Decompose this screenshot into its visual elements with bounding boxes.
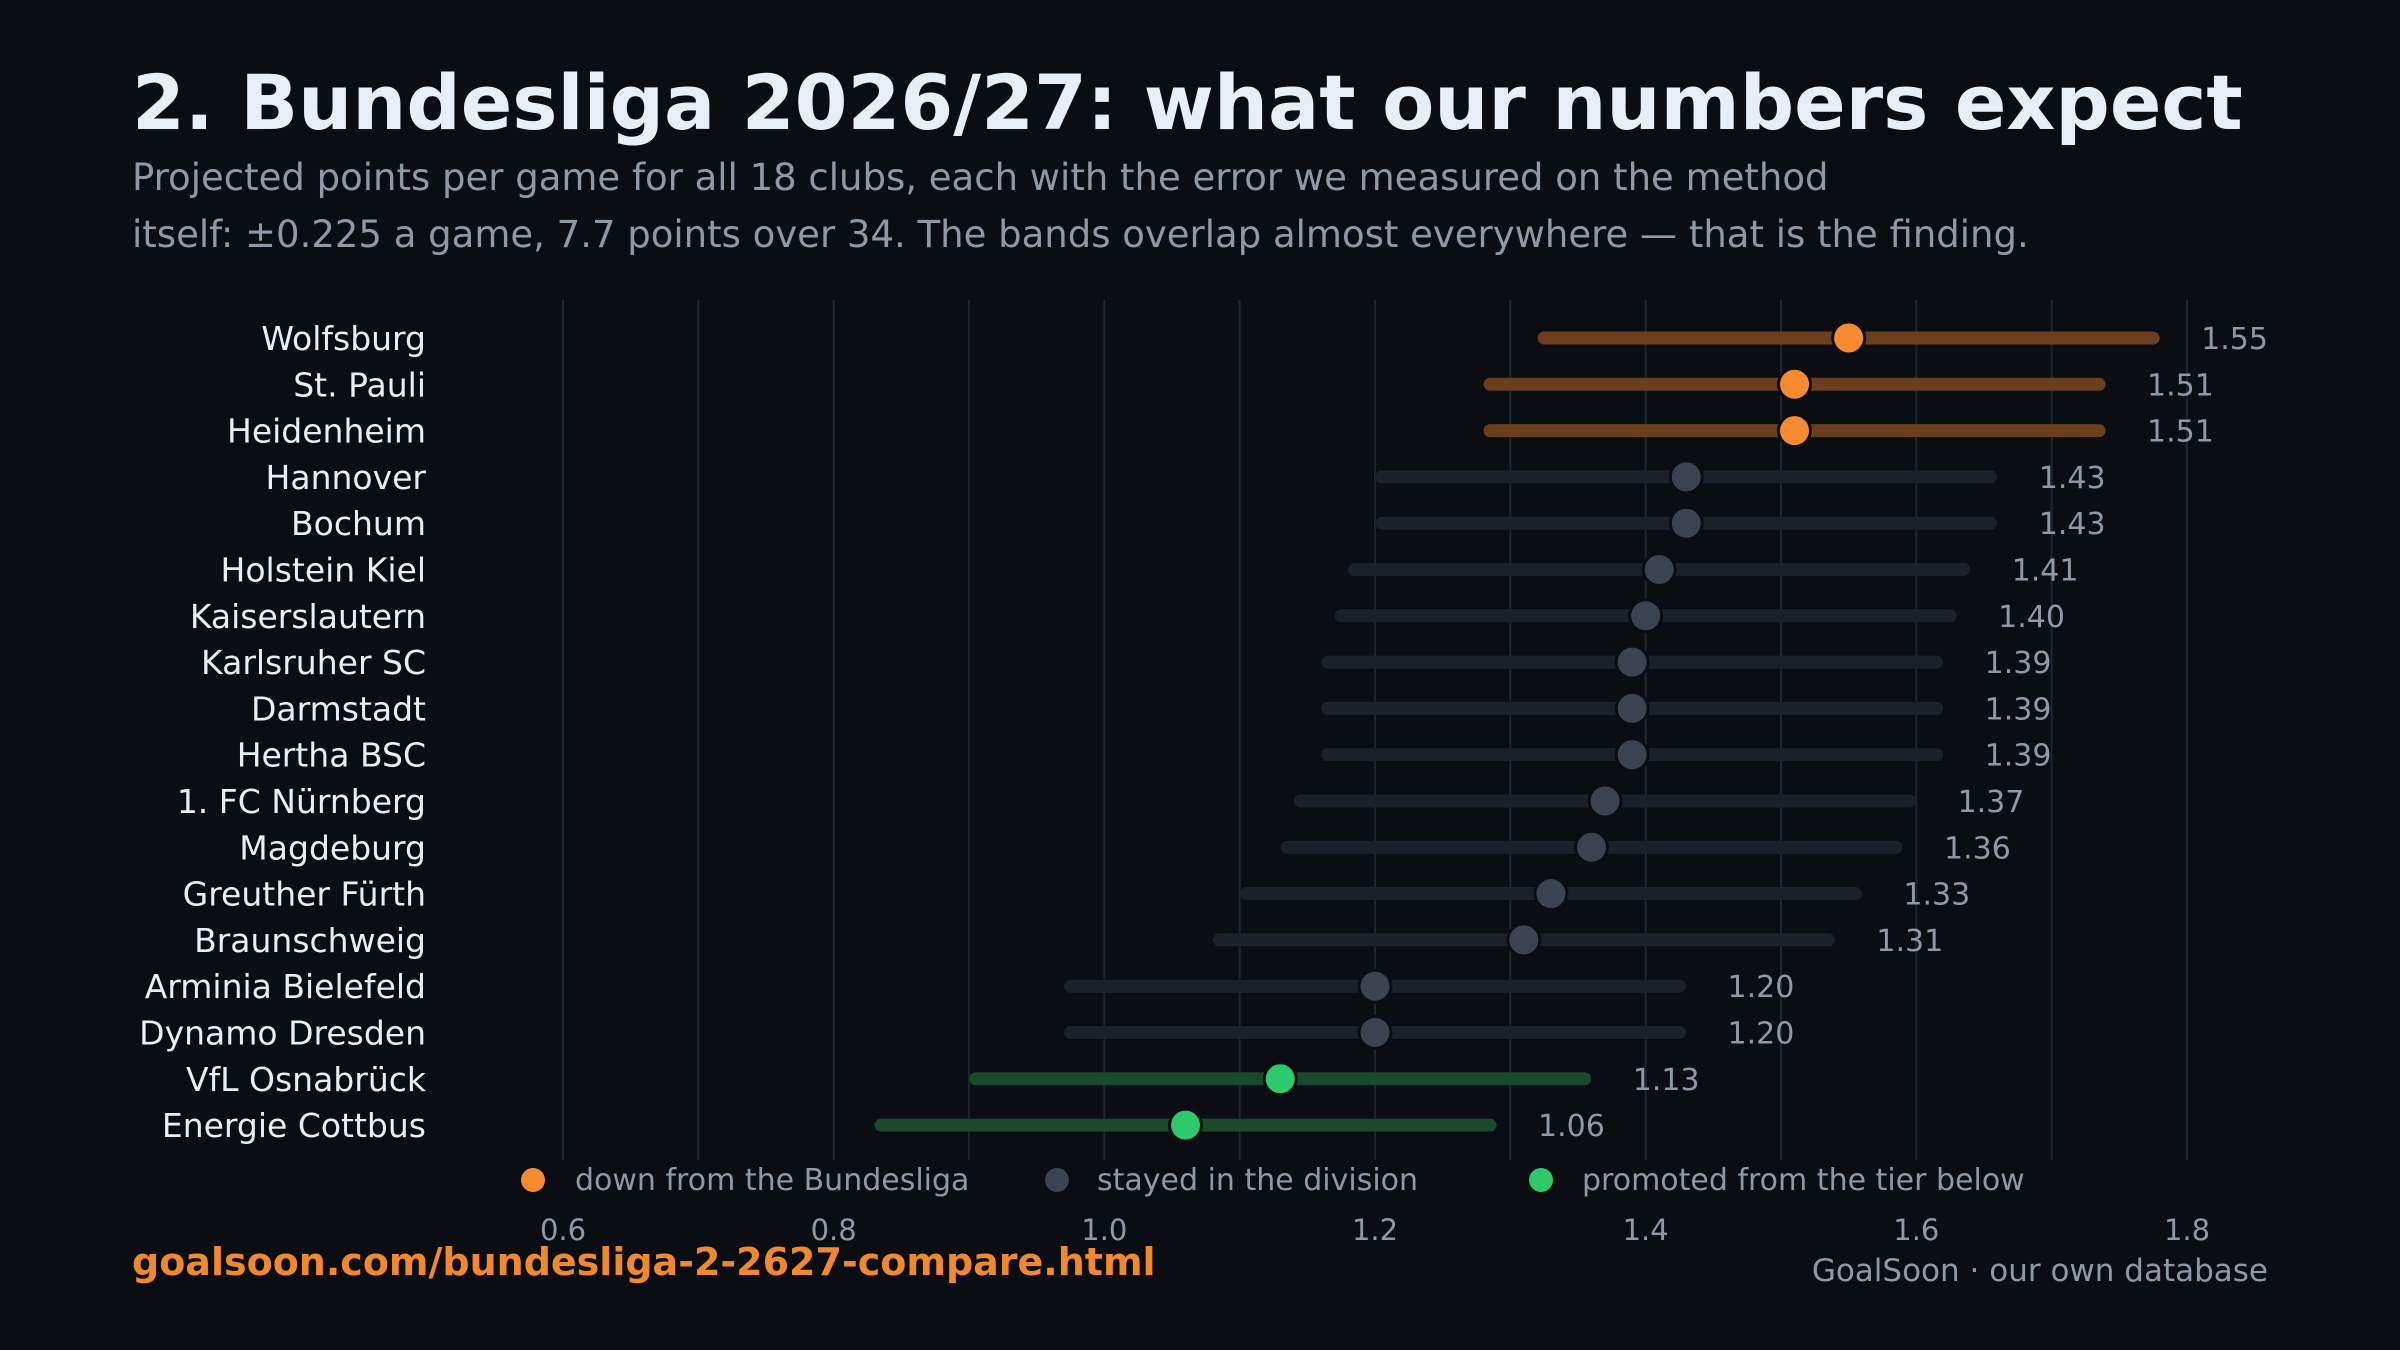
value-label: 1.51 bbox=[2147, 368, 2214, 403]
error-bands bbox=[874, 331, 2160, 1132]
legend-marker bbox=[1045, 1168, 1069, 1192]
club-name-label: Hannover bbox=[266, 458, 427, 497]
x-tick-label: 1.2 bbox=[1352, 1213, 1398, 1247]
projection-dot bbox=[1533, 876, 1569, 912]
x-tick-label: 1.8 bbox=[2164, 1213, 2210, 1247]
club-name-label: Wolfsburg bbox=[261, 319, 426, 358]
x-tick-label: 0.8 bbox=[811, 1213, 857, 1247]
legend-label: down from the Bundesliga bbox=[575, 1163, 969, 1198]
club-name-label: Darmstadt bbox=[251, 689, 426, 728]
projection-dot bbox=[1262, 1061, 1298, 1097]
projection-dots bbox=[1168, 320, 1867, 1143]
projection-dot bbox=[1777, 366, 1813, 402]
page-title: 2. Bundesliga 2026/27: what our numbers … bbox=[132, 58, 2243, 147]
legend-marker bbox=[521, 1168, 545, 1192]
projection-dot bbox=[1614, 690, 1650, 726]
club-name-label: Dynamo Dresden bbox=[139, 1014, 426, 1053]
club-name-label: 1. FC Nürnberg bbox=[177, 782, 426, 821]
legend-marker bbox=[1529, 1168, 1553, 1192]
value-labels: 1.55 1.51 1.51 1.43 1.43 1.41 1.40 1.39 1.39 1.39… bbox=[1538, 322, 2268, 1144]
legend-label: promoted from the tier below bbox=[1582, 1163, 2025, 1198]
club-name-label: St. Pauli bbox=[293, 365, 426, 404]
value-label: 1.06 bbox=[1538, 1109, 1605, 1144]
gridlines bbox=[562, 300, 2188, 1160]
projection-dot bbox=[1614, 644, 1650, 680]
value-label: 1.20 bbox=[1728, 970, 1795, 1005]
projection-dot bbox=[1614, 737, 1650, 773]
x-tick-label: 0.6 bbox=[540, 1213, 586, 1247]
club-labels: Wolfsburg St. Pauli Heidenheim Hannover Boch… bbox=[139, 319, 427, 1145]
data-source-note: GoalSoon · our own database bbox=[1811, 1253, 2268, 1289]
x-tick-label: 1.0 bbox=[1081, 1213, 1127, 1247]
x-tick-label: 1.6 bbox=[1893, 1213, 1939, 1247]
projection-dot bbox=[1668, 459, 1704, 495]
source-url-link[interactable]: goalsoon.com/bundesliga-2-2627-compare.h… bbox=[132, 1240, 1156, 1284]
projection-dot bbox=[1168, 1107, 1204, 1143]
value-label: 1.39 bbox=[1985, 692, 2052, 727]
value-label: 1.43 bbox=[2039, 461, 2106, 496]
club-name-label: Heidenheim bbox=[227, 412, 426, 451]
projection-dot bbox=[1357, 968, 1393, 1004]
value-label: 1.51 bbox=[2147, 415, 2214, 450]
legend: down from the Bundesliga stayed in the di… bbox=[521, 1163, 2025, 1198]
value-label: 1.43 bbox=[2039, 507, 2106, 542]
value-label: 1.37 bbox=[1958, 785, 2025, 820]
club-name-label: Bochum bbox=[291, 504, 426, 543]
projection-dot bbox=[1628, 598, 1664, 634]
projection-dot bbox=[1668, 505, 1704, 541]
value-label: 1.13 bbox=[1633, 1063, 1700, 1098]
club-name-label: Greuther Fürth bbox=[183, 875, 426, 914]
value-label: 1.20 bbox=[1728, 1017, 1795, 1052]
projection-dot bbox=[1506, 922, 1542, 958]
projection-dot bbox=[1641, 552, 1677, 587]
projection-dot bbox=[1777, 413, 1813, 449]
value-label: 1.40 bbox=[1998, 600, 2065, 635]
value-label: 1.36 bbox=[1944, 831, 2011, 866]
projection-dot bbox=[1357, 1015, 1393, 1050]
club-name-label: Hertha BSC bbox=[237, 736, 426, 775]
value-label: 1.39 bbox=[1985, 739, 2052, 774]
club-name-label: Karlsruher SC bbox=[201, 643, 426, 682]
x-axis: 0.6 0.8 1.0 1.2 1.4 1.6 1.8 bbox=[540, 1213, 2210, 1247]
legend-label: stayed in the division bbox=[1097, 1163, 1418, 1198]
x-tick-label: 1.4 bbox=[1623, 1213, 1669, 1247]
value-label: 1.55 bbox=[2201, 322, 2268, 357]
value-label: 1.39 bbox=[1985, 646, 2052, 681]
projection-dot bbox=[1574, 829, 1610, 865]
subtitle-line-1: Projected points per game for all 18 clu… bbox=[132, 156, 1829, 199]
projection-dot bbox=[1831, 320, 1867, 356]
club-name-label: Kaiserslautern bbox=[190, 597, 426, 636]
club-name-label: Magdeburg bbox=[239, 828, 426, 867]
club-name-label: Braunschweig bbox=[194, 921, 426, 960]
club-name-label: Energie Cottbus bbox=[162, 1106, 426, 1145]
subtitle-line-2: itself: ±0.225 a game, 7.7 points over 3… bbox=[132, 213, 2029, 256]
projection-dot bbox=[1587, 783, 1623, 819]
value-label: 1.33 bbox=[1903, 878, 1970, 913]
value-label: 1.41 bbox=[2012, 554, 2079, 589]
club-name-label: Holstein Kiel bbox=[221, 551, 426, 590]
club-name-label: VfL Osnabrück bbox=[186, 1060, 427, 1099]
value-label: 1.31 bbox=[1876, 924, 1943, 959]
club-name-label: Arminia Bielefeld bbox=[145, 967, 426, 1006]
